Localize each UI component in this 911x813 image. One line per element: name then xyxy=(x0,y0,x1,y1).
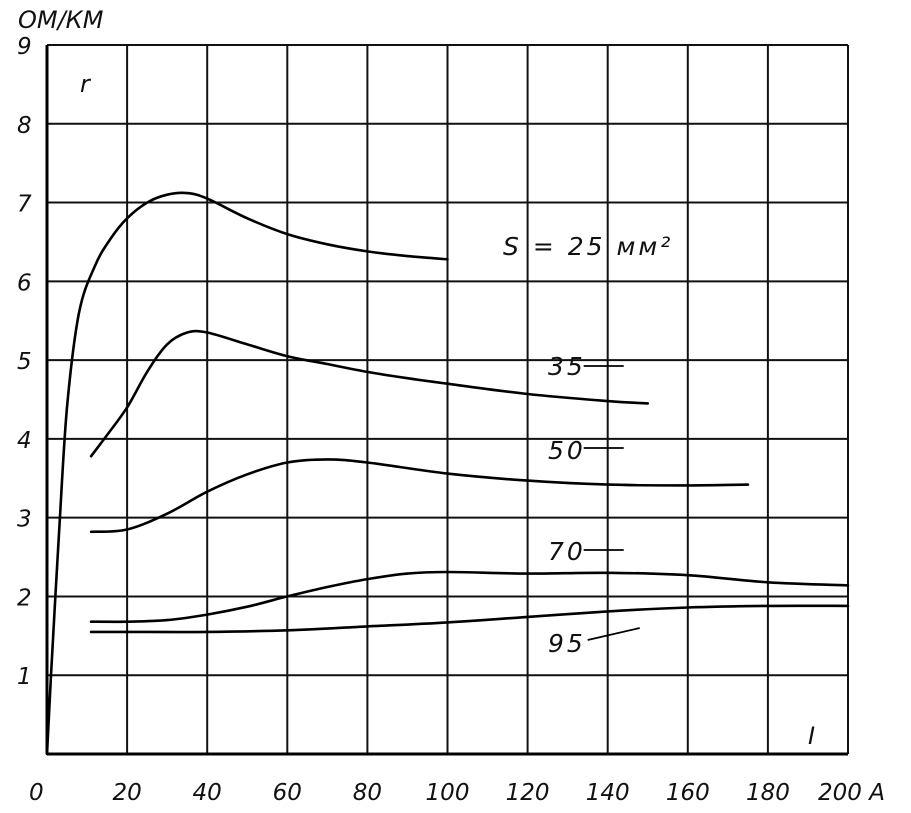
y-tick-5: 5 xyxy=(17,349,32,375)
axis-labels: ОМ/КМ r I xyxy=(18,6,815,750)
series-label-95: 95 xyxy=(548,629,586,658)
series-curve-1 xyxy=(89,329,650,458)
x-tick-6: 120 xyxy=(506,780,550,806)
x-tick-4: 80 xyxy=(353,780,382,806)
series-label-35: 35 xyxy=(548,352,586,381)
y-unit-label: ОМ/КМ xyxy=(18,6,104,34)
series-label-50: 50 xyxy=(548,436,586,465)
y-tick-1: 1 xyxy=(17,664,32,690)
series-curves xyxy=(45,191,850,756)
x-tick-5: 100 xyxy=(426,780,470,806)
axes xyxy=(45,45,848,756)
x-symbol-label: I xyxy=(808,722,815,750)
series-curve-2 xyxy=(89,458,750,534)
series-curve-3 xyxy=(89,570,850,624)
x-tick-9: 180 xyxy=(746,780,790,806)
x-tick-0: 0 xyxy=(29,780,44,806)
series-label-25: S = 25 мм² xyxy=(503,232,673,261)
y-tick-4: 4 xyxy=(17,428,32,454)
series-curve-0 xyxy=(45,191,449,756)
series-label-70: 70 xyxy=(548,537,586,566)
grid-lines xyxy=(47,44,849,754)
leader-3 xyxy=(587,627,640,641)
y-tick-2: 2 xyxy=(17,585,32,611)
x-tick-3: 60 xyxy=(273,780,302,806)
x-tick-8: 160 xyxy=(666,780,710,806)
y-tick-9: 9 xyxy=(17,34,32,60)
tick-labels: 0 20 40 60 80 100 120 140 160 180 200 A 1 2 3 4 5 6 7 8 9 xyxy=(17,34,885,806)
y-symbol-label: r xyxy=(80,70,92,98)
x-tick-1: 20 xyxy=(112,780,141,806)
y-tick-3: 3 xyxy=(17,507,32,533)
x-tick-2: 40 xyxy=(193,780,222,806)
series-curve-4 xyxy=(89,604,850,634)
series-labels: S = 25 мм² 35 50 70 95 xyxy=(503,232,673,658)
y-tick-8: 8 xyxy=(17,113,32,139)
y-tick-6: 6 xyxy=(17,270,32,296)
x-tick-7: 140 xyxy=(586,780,630,806)
x-tick-10: 200 A xyxy=(818,780,885,806)
y-tick-7: 7 xyxy=(17,192,32,218)
series-leaders xyxy=(583,365,640,641)
